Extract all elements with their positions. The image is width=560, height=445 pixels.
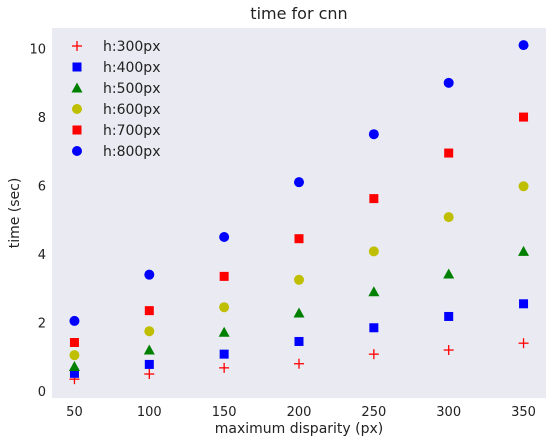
legend-label: h:500px <box>103 81 160 97</box>
data-point <box>145 360 154 369</box>
legend-label: h:400px <box>103 60 160 76</box>
data-point <box>444 212 454 222</box>
data-point <box>369 194 378 203</box>
legend-marker <box>73 63 82 72</box>
data-point <box>294 177 304 187</box>
data-point <box>69 316 79 326</box>
data-point <box>220 350 229 359</box>
y-axis-ticks: 0 2 4 6 8 10 <box>29 43 46 401</box>
data-point <box>219 232 229 242</box>
x-tick-label: 150 <box>212 405 237 420</box>
x-tick-label: 350 <box>511 405 536 420</box>
data-point <box>69 350 79 360</box>
legend-label: h:300px <box>103 39 160 55</box>
x-tick-label: 300 <box>436 405 461 420</box>
data-point <box>519 299 528 308</box>
data-point <box>295 234 304 243</box>
data-point <box>444 78 454 88</box>
y-tick-label: 8 <box>38 111 46 126</box>
chart-title: time for cnn <box>250 4 347 23</box>
x-tick-label: 250 <box>361 405 386 420</box>
x-tick-label: 200 <box>287 405 312 420</box>
legend-label: h:600px <box>103 102 160 118</box>
data-point <box>444 149 453 158</box>
x-axis-ticks: 50 100 150 200 250 300 350 <box>66 405 536 420</box>
legend-label: h:700px <box>103 123 160 139</box>
data-point <box>144 270 154 280</box>
legend-marker <box>72 146 82 156</box>
data-point <box>145 306 154 315</box>
data-point <box>70 338 79 347</box>
data-point <box>369 323 378 332</box>
y-tick-label: 6 <box>38 180 46 195</box>
legend-marker <box>73 126 82 135</box>
data-point <box>294 275 304 285</box>
x-axis-label: maximum disparity (px) <box>215 421 384 437</box>
data-point <box>519 40 529 50</box>
data-point <box>519 113 528 122</box>
data-point <box>369 129 379 139</box>
y-tick-label: 10 <box>29 43 46 58</box>
legend-marker <box>72 104 82 114</box>
data-point <box>219 302 229 312</box>
data-point <box>220 272 229 281</box>
data-point <box>369 246 379 256</box>
x-tick-label: 50 <box>66 405 83 420</box>
y-tick-label: 4 <box>38 248 46 263</box>
y-tick-label: 2 <box>38 317 46 332</box>
legend-label: h:800px <box>103 144 160 160</box>
data-point <box>444 312 453 321</box>
data-point <box>295 337 304 346</box>
y-tick-label: 0 <box>38 385 46 400</box>
data-point <box>519 181 529 191</box>
x-tick-label: 100 <box>137 405 162 420</box>
y-axis-label: time (sec) <box>7 178 23 249</box>
data-point <box>144 326 154 336</box>
